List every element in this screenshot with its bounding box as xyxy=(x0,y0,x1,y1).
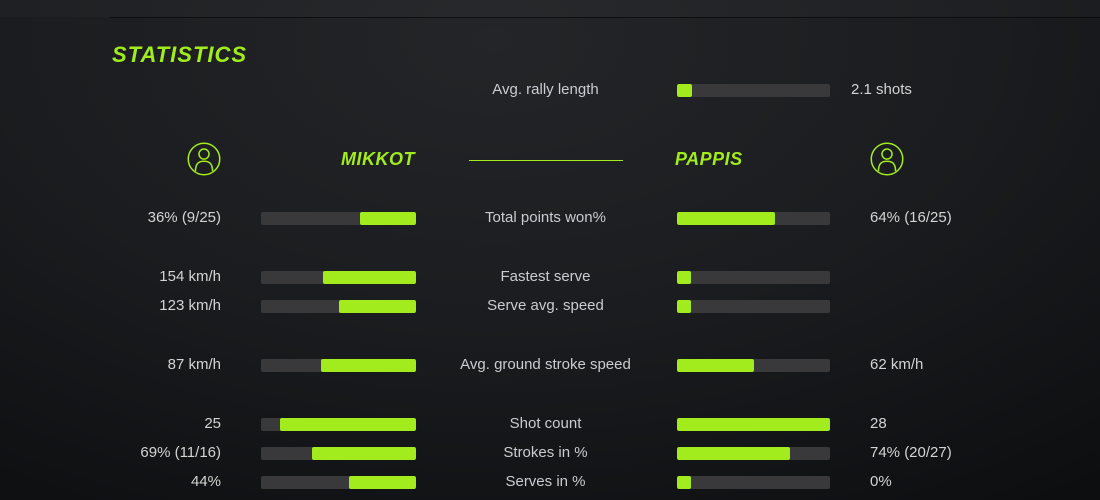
player-header: MIKKOT PAPPIS xyxy=(0,138,1100,182)
right-bar-fill xyxy=(677,447,791,460)
right-bar-fill xyxy=(677,300,691,313)
left-player-bar xyxy=(261,476,416,489)
left-player-icon xyxy=(187,142,221,176)
rally-length-row: Avg. rally length 2.1 shots xyxy=(0,80,1100,100)
left-player-name: MIKKOT xyxy=(341,149,415,169)
left-player-value: 44% xyxy=(190,473,221,490)
right-bar-fill xyxy=(677,418,830,431)
left-player-bar xyxy=(261,418,416,431)
left-player-value: 36% (9/25) xyxy=(147,209,221,226)
header-band xyxy=(0,0,1100,17)
left-player-bar xyxy=(261,212,416,225)
left-bar-fill xyxy=(321,359,416,372)
left-player-value: 123 km/h xyxy=(159,297,221,314)
left-player-value: 69% (11/16) xyxy=(140,444,221,461)
left-bar-fill xyxy=(349,476,416,489)
right-player-icon xyxy=(870,142,904,176)
stat-label: Fastest serve xyxy=(500,268,591,285)
left-bar-fill xyxy=(323,271,416,284)
stat-label: Shot count xyxy=(509,415,582,432)
left-player-value: 25 xyxy=(204,415,221,432)
stat-row-shot-count: 25 Shot count 28 xyxy=(0,414,1100,434)
stat-label: Strokes in % xyxy=(503,444,588,461)
players-divider-line xyxy=(469,160,623,161)
right-bar-fill xyxy=(677,476,691,489)
left-player-value: 87 km/h xyxy=(167,356,221,373)
left-player-bar xyxy=(261,359,416,372)
header-divider-line xyxy=(110,17,1100,18)
right-player-bar xyxy=(677,212,830,225)
left-bar-fill xyxy=(312,447,416,460)
right-player-value: 62 km/h xyxy=(870,356,924,373)
rally-length-bar xyxy=(677,84,830,97)
stat-row-serves-in: 44% Serves in % 0% xyxy=(0,472,1100,492)
right-player-bar xyxy=(677,476,830,489)
rally-length-value: 2.1 shots xyxy=(851,81,912,98)
left-player-bar xyxy=(261,447,416,460)
stat-label: Serves in % xyxy=(505,473,586,490)
right-player-value: 0% xyxy=(870,473,892,490)
stat-row-total-points: 36% (9/25) Total points won% 64% (16/25) xyxy=(0,208,1100,228)
stat-label: Serve avg. speed xyxy=(487,297,604,314)
right-player-bar xyxy=(677,447,830,460)
left-bar-fill xyxy=(279,418,416,431)
stat-label: Avg. ground stroke speed xyxy=(460,356,631,373)
rally-length-label: Avg. rally length xyxy=(492,81,599,98)
right-player-value: 74% (20/27) xyxy=(870,444,952,461)
stat-row-strokes-in: 69% (11/16) Strokes in % 74% (20/27) xyxy=(0,443,1100,463)
stat-label: Total points won% xyxy=(485,209,606,226)
stat-row-serve-avg-speed: 123 km/h Serve avg. speed xyxy=(0,296,1100,316)
right-player-value: 64% (16/25) xyxy=(870,209,952,226)
stat-row-fastest-serve: 154 km/h Fastest serve xyxy=(0,267,1100,287)
right-player-bar xyxy=(677,418,830,431)
left-bar-fill xyxy=(360,212,416,225)
right-bar-fill xyxy=(677,271,691,284)
left-bar-fill xyxy=(338,300,416,313)
right-player-value: 28 xyxy=(870,415,887,432)
rally-length-bar-fill xyxy=(677,84,693,97)
right-bar-fill xyxy=(677,212,775,225)
right-player-bar xyxy=(677,300,830,313)
stat-row-ground-stroke-speed: 87 km/h Avg. ground stroke speed 62 km/h xyxy=(0,355,1100,375)
left-player-value: 154 km/h xyxy=(159,268,221,285)
left-player-bar xyxy=(261,271,416,284)
right-player-bar xyxy=(677,359,830,372)
page-title: STATISTICS xyxy=(112,42,248,67)
right-player-name: PAPPIS xyxy=(675,149,743,169)
right-player-bar xyxy=(677,271,830,284)
right-bar-fill xyxy=(677,359,754,372)
left-player-bar xyxy=(261,300,416,313)
